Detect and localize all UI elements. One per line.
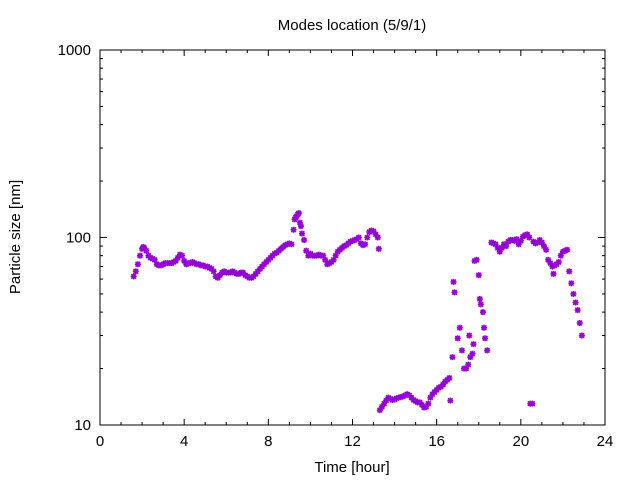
- data-point: [136, 252, 143, 259]
- y-tick-label: 10: [74, 417, 91, 434]
- data-point: [303, 247, 310, 254]
- data-point: [578, 332, 585, 339]
- x-tick-label: 0: [96, 433, 104, 450]
- data-point: [332, 252, 339, 259]
- x-tick-label: 24: [597, 433, 614, 450]
- data-point: [130, 273, 137, 280]
- data-point: [476, 295, 483, 302]
- data-point: [364, 234, 371, 241]
- data-point: [446, 375, 453, 382]
- data-point: [301, 236, 308, 243]
- x-tick-label: 12: [344, 433, 361, 450]
- data-point: [295, 210, 302, 217]
- data-point: [543, 246, 550, 253]
- data-point: [290, 226, 297, 233]
- data-point: [143, 247, 150, 254]
- x-tick-label: 16: [428, 433, 445, 450]
- x-tick-label: 20: [512, 433, 529, 450]
- data-point: [572, 299, 579, 306]
- y-axis: 10 100 1000: [58, 42, 605, 434]
- data-point: [469, 350, 476, 357]
- x-tick-label: 8: [264, 433, 272, 450]
- data-point: [179, 252, 186, 259]
- data-point: [475, 272, 482, 279]
- data-point: [355, 234, 362, 241]
- data-point: [362, 241, 369, 248]
- data-point: [456, 324, 463, 331]
- data-point: [470, 341, 477, 348]
- data-point: [477, 301, 484, 308]
- data-point: [574, 307, 581, 314]
- x-axis: 0 4 8 12 16 20 24: [96, 50, 614, 450]
- data-point: [473, 256, 480, 263]
- data-point: [330, 256, 337, 263]
- data-point: [484, 347, 491, 354]
- data-point: [481, 324, 488, 331]
- data-point: [132, 268, 139, 275]
- y-tick-label: 1000: [58, 42, 91, 59]
- y-tick-label: 100: [66, 230, 91, 247]
- data-point: [450, 278, 457, 285]
- chart-title: Modes location (5/9/1): [278, 17, 426, 34]
- data-points: [130, 210, 585, 414]
- data-point: [427, 394, 434, 401]
- data-point: [576, 319, 583, 326]
- data-point: [566, 268, 573, 275]
- data-point: [447, 397, 454, 404]
- data-point: [449, 354, 456, 361]
- data-point: [451, 289, 458, 296]
- x-tick-label: 4: [180, 433, 188, 450]
- data-point: [134, 261, 141, 268]
- data-point: [465, 361, 472, 368]
- data-point: [564, 246, 571, 253]
- data-point: [526, 234, 533, 241]
- data-point: [288, 241, 295, 248]
- data-point: [374, 234, 381, 241]
- x-axis-label: Time [hour]: [314, 459, 389, 476]
- data-point: [458, 347, 465, 354]
- data-point: [568, 280, 575, 287]
- data-point: [210, 268, 217, 275]
- data-point: [482, 335, 489, 342]
- data-point: [529, 400, 536, 407]
- data-point: [425, 400, 432, 407]
- data-point: [555, 259, 562, 266]
- data-point: [375, 245, 382, 252]
- data-point: [454, 335, 461, 342]
- data-point: [466, 332, 473, 339]
- data-point: [570, 290, 577, 297]
- data-point: [299, 230, 305, 237]
- y-axis-label: Particle size [nm]: [7, 180, 24, 294]
- data-point: [550, 270, 557, 277]
- data-point: [297, 223, 304, 230]
- data-point: [479, 309, 486, 316]
